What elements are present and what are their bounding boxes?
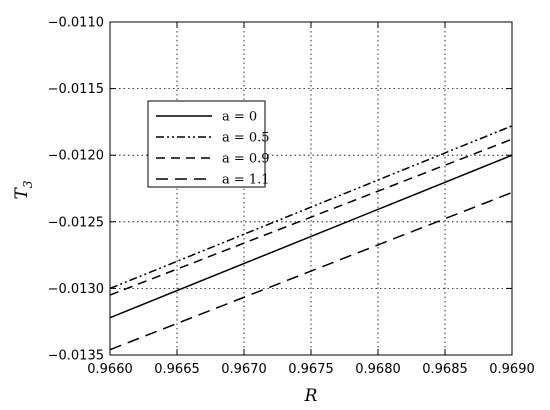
x-tick-label: 0.9670 (221, 362, 267, 377)
y-tick-label: −0.0130 (48, 282, 104, 297)
x-tick-label: 0.9675 (288, 362, 334, 377)
x-tick-label: 0.9660 (87, 362, 133, 377)
y-tick-label: −0.0120 (48, 149, 104, 164)
y-axis-label-main: T (12, 186, 32, 199)
x-tick-label: 0.9685 (422, 362, 468, 377)
y-axis-label: T3 (12, 180, 35, 199)
series-line (109, 154, 513, 319)
x-tick-label: 0.9690 (489, 362, 535, 377)
series-line (109, 191, 513, 351)
series-line (109, 125, 513, 290)
y-tick-label: −0.0110 (48, 16, 104, 31)
series-layer (109, 125, 513, 351)
x-tick-label: 0.9665 (154, 362, 200, 377)
x-tick-label: 0.9680 (355, 362, 401, 377)
legend-label: a = 1.1 (222, 173, 270, 188)
y-tick-label: −0.0125 (48, 215, 104, 230)
legend-label: a = 0.5 (222, 131, 270, 146)
grid (110, 22, 512, 355)
legend-label: a = 0 (222, 110, 257, 125)
x-axis-label: R (304, 386, 318, 406)
legend-label: a = 0.9 (222, 152, 270, 167)
legend: a = 0 a = 0.5 a = 0.9 a = 1.1 (147, 100, 270, 188)
ticks: 0.9660 0.9665 0.9670 0.9675 0.9680 0.9685 0.96… (48, 16, 535, 378)
series-line (109, 138, 513, 296)
y-tick-label: −0.0115 (48, 82, 104, 97)
y-tick-label: −0.0135 (48, 349, 104, 364)
y-axis-label-subscript: 3 (21, 180, 35, 188)
